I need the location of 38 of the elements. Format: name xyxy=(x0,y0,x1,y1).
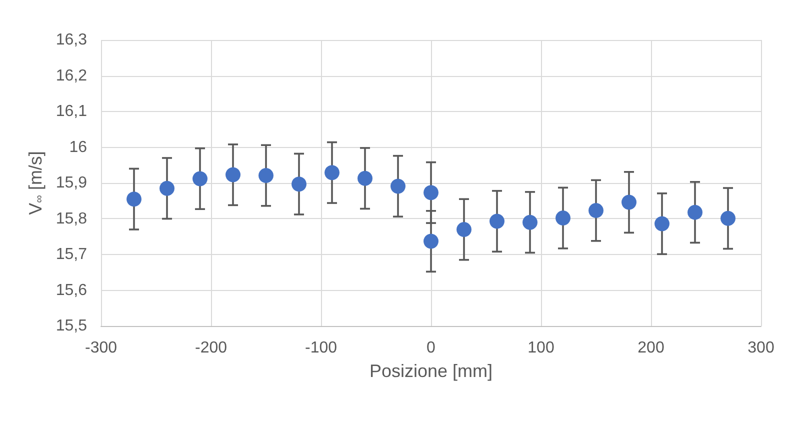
point xyxy=(622,194,636,210)
y-tick-label: 15,9 xyxy=(56,174,88,192)
point xyxy=(522,214,538,230)
y-axis-title: V∞ [m/s] xyxy=(25,151,46,215)
point xyxy=(556,210,570,226)
point xyxy=(390,178,406,194)
point xyxy=(654,216,670,232)
point xyxy=(126,192,142,207)
x-tick-label: 200 xyxy=(638,340,664,356)
x-axis-title: Posizione [mm] xyxy=(369,361,493,381)
x-tick-label: -300 xyxy=(84,340,118,356)
point xyxy=(192,171,208,186)
point xyxy=(588,203,604,218)
y-tick-label: 16,2 xyxy=(56,67,88,84)
point xyxy=(358,170,372,186)
x-tick-label: -200 xyxy=(194,340,228,356)
point xyxy=(258,168,274,183)
point xyxy=(720,210,736,226)
point xyxy=(324,165,340,180)
point xyxy=(226,167,240,182)
x-tick-label: 0 xyxy=(426,340,436,356)
point xyxy=(160,180,174,196)
point xyxy=(490,214,504,229)
point xyxy=(424,234,438,249)
point xyxy=(688,204,702,220)
y-tick-label: 15,8 xyxy=(56,210,88,228)
y-tick-label: 16,1 xyxy=(56,103,88,120)
point xyxy=(424,185,438,200)
point xyxy=(292,176,306,192)
point xyxy=(456,222,472,237)
x-tick-label: 300 xyxy=(748,340,774,356)
y-tick-label: 16,3 xyxy=(56,32,88,48)
y-tick-label: 15,5 xyxy=(56,318,88,334)
y-tick-label: 16 xyxy=(69,138,88,156)
x-tick-label: 100 xyxy=(528,340,554,356)
y-tick-label: 15,7 xyxy=(56,246,88,263)
y-tick-label: 15,6 xyxy=(56,282,88,299)
x-tick-label: -100 xyxy=(304,340,338,356)
